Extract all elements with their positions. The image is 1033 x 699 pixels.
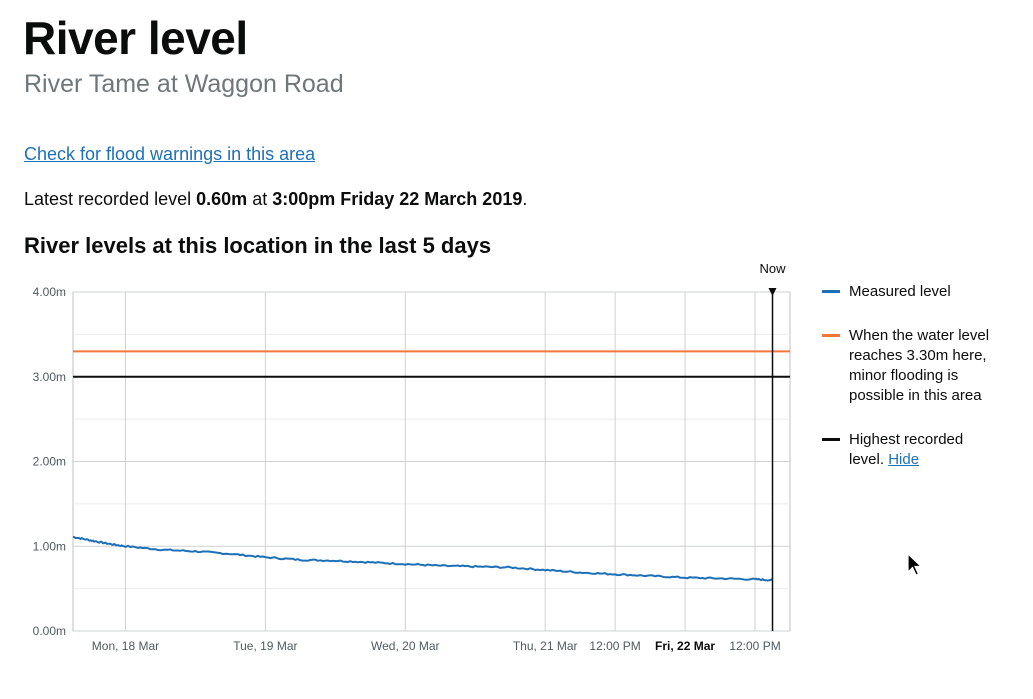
page-title: River level <box>23 12 248 64</box>
legend-label-measured: Measured level <box>849 283 951 300</box>
latest-prefix: Latest recorded level <box>24 189 192 209</box>
y-tick-label: 3.00m <box>33 370 66 384</box>
x-tick-label: 12:00 PM <box>729 639 780 653</box>
x-tick-label: Mon, 18 Mar <box>92 639 159 653</box>
now-marker-icon <box>768 288 777 296</box>
x-tick-label: Wed, 20 Mar <box>371 639 439 653</box>
measured-level-line <box>72 535 774 582</box>
x-tick-label: Tue, 19 Mar <box>233 639 297 653</box>
y-tick-label: 0.00m <box>33 624 66 638</box>
x-tick-label: 12:00 PM <box>589 639 640 653</box>
legend-label-threshold: When the water level reaches 3.30m here,… <box>849 327 990 404</box>
y-tick-label: 1.00m <box>33 539 66 553</box>
latest-mid: at <box>252 189 268 209</box>
y-tick-label: 2.00m <box>33 455 66 469</box>
hide-highest-link[interactable]: Hide <box>888 451 920 468</box>
legend-swatch-threshold <box>822 334 840 337</box>
x-tick-label: Thu, 21 Mar <box>513 639 578 653</box>
legend-label-highest: Highest recorded level. <box>849 431 964 468</box>
latest-time: 3:00pm Friday 22 March 2019 <box>272 189 523 209</box>
station-name: River Tame at Waggon Road <box>24 70 344 98</box>
latest-value: 0.60m <box>196 189 248 209</box>
legend-swatch-highest <box>822 438 840 441</box>
latest-reading: Latest recorded level 0.60m at 3:00pm Fr… <box>24 187 527 211</box>
x-tick-label: Fri, 22 Mar <box>655 639 715 653</box>
legend-swatch-measured <box>822 290 840 293</box>
legend-item-threshold: When the water level reaches 3.30m here,… <box>822 326 997 406</box>
chart-legend: Measured level When the water level reac… <box>822 282 997 494</box>
chart-heading: River levels at this location in the las… <box>24 233 492 258</box>
latest-suffix: . <box>522 189 528 209</box>
legend-item-highest: Highest recorded level. Hide <box>822 430 997 470</box>
y-tick-label: 4.00m <box>33 285 66 299</box>
mouse-cursor-icon <box>907 553 923 576</box>
river-level-chart: 0.00m 1.00m 2.00m 3.00m 4.00m Mon, 18 Mar Tue,… <box>33 261 791 653</box>
legend-item-measured: Measured level <box>822 282 997 302</box>
flood-warnings-link[interactable]: Check for flood warnings in this area <box>24 144 316 164</box>
now-label: Now <box>760 261 787 276</box>
